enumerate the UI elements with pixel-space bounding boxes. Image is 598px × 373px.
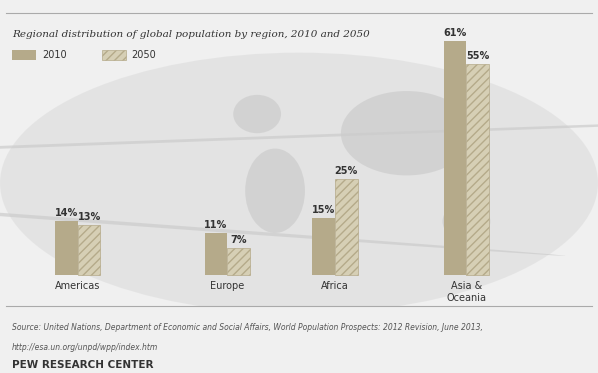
Bar bbox=[55, 222, 78, 275]
Text: Europe: Europe bbox=[210, 281, 245, 291]
Ellipse shape bbox=[233, 95, 281, 133]
Text: 15%: 15% bbox=[312, 204, 335, 214]
Text: 11%: 11% bbox=[205, 220, 227, 230]
Text: 14%: 14% bbox=[55, 209, 78, 218]
Text: 2050: 2050 bbox=[132, 50, 156, 60]
Bar bbox=[335, 179, 358, 275]
Bar bbox=[444, 41, 466, 275]
Text: 7%: 7% bbox=[230, 235, 247, 245]
Text: Source: United Nations, Department of Economic and Social Affairs, World Populat: Source: United Nations, Department of Ec… bbox=[12, 323, 483, 332]
Text: 2010: 2010 bbox=[42, 50, 66, 60]
Bar bbox=[466, 64, 489, 275]
Bar bbox=[227, 248, 250, 275]
Text: Americas: Americas bbox=[55, 281, 100, 291]
Ellipse shape bbox=[0, 187, 565, 256]
Text: PEW RESEARCH CENTER: PEW RESEARCH CENTER bbox=[12, 360, 154, 370]
Text: Africa: Africa bbox=[321, 281, 349, 291]
Ellipse shape bbox=[443, 202, 490, 241]
Text: 25%: 25% bbox=[335, 166, 358, 176]
Text: Asia &
Oceania: Asia & Oceania bbox=[447, 281, 486, 303]
Ellipse shape bbox=[0, 107, 598, 182]
Bar bbox=[312, 217, 335, 275]
Text: http://esa.un.org/unpd/wpp/index.htm: http://esa.un.org/unpd/wpp/index.htm bbox=[12, 343, 158, 352]
Bar bbox=[78, 225, 100, 275]
Ellipse shape bbox=[0, 53, 598, 314]
Text: Regional distribution of global population by region, 2010 and 2050: Regional distribution of global populati… bbox=[12, 30, 370, 39]
Ellipse shape bbox=[341, 91, 472, 175]
Ellipse shape bbox=[245, 148, 305, 233]
Bar bbox=[205, 233, 227, 275]
Text: 55%: 55% bbox=[466, 51, 489, 61]
Text: 13%: 13% bbox=[78, 212, 100, 222]
Text: 61%: 61% bbox=[444, 28, 466, 38]
